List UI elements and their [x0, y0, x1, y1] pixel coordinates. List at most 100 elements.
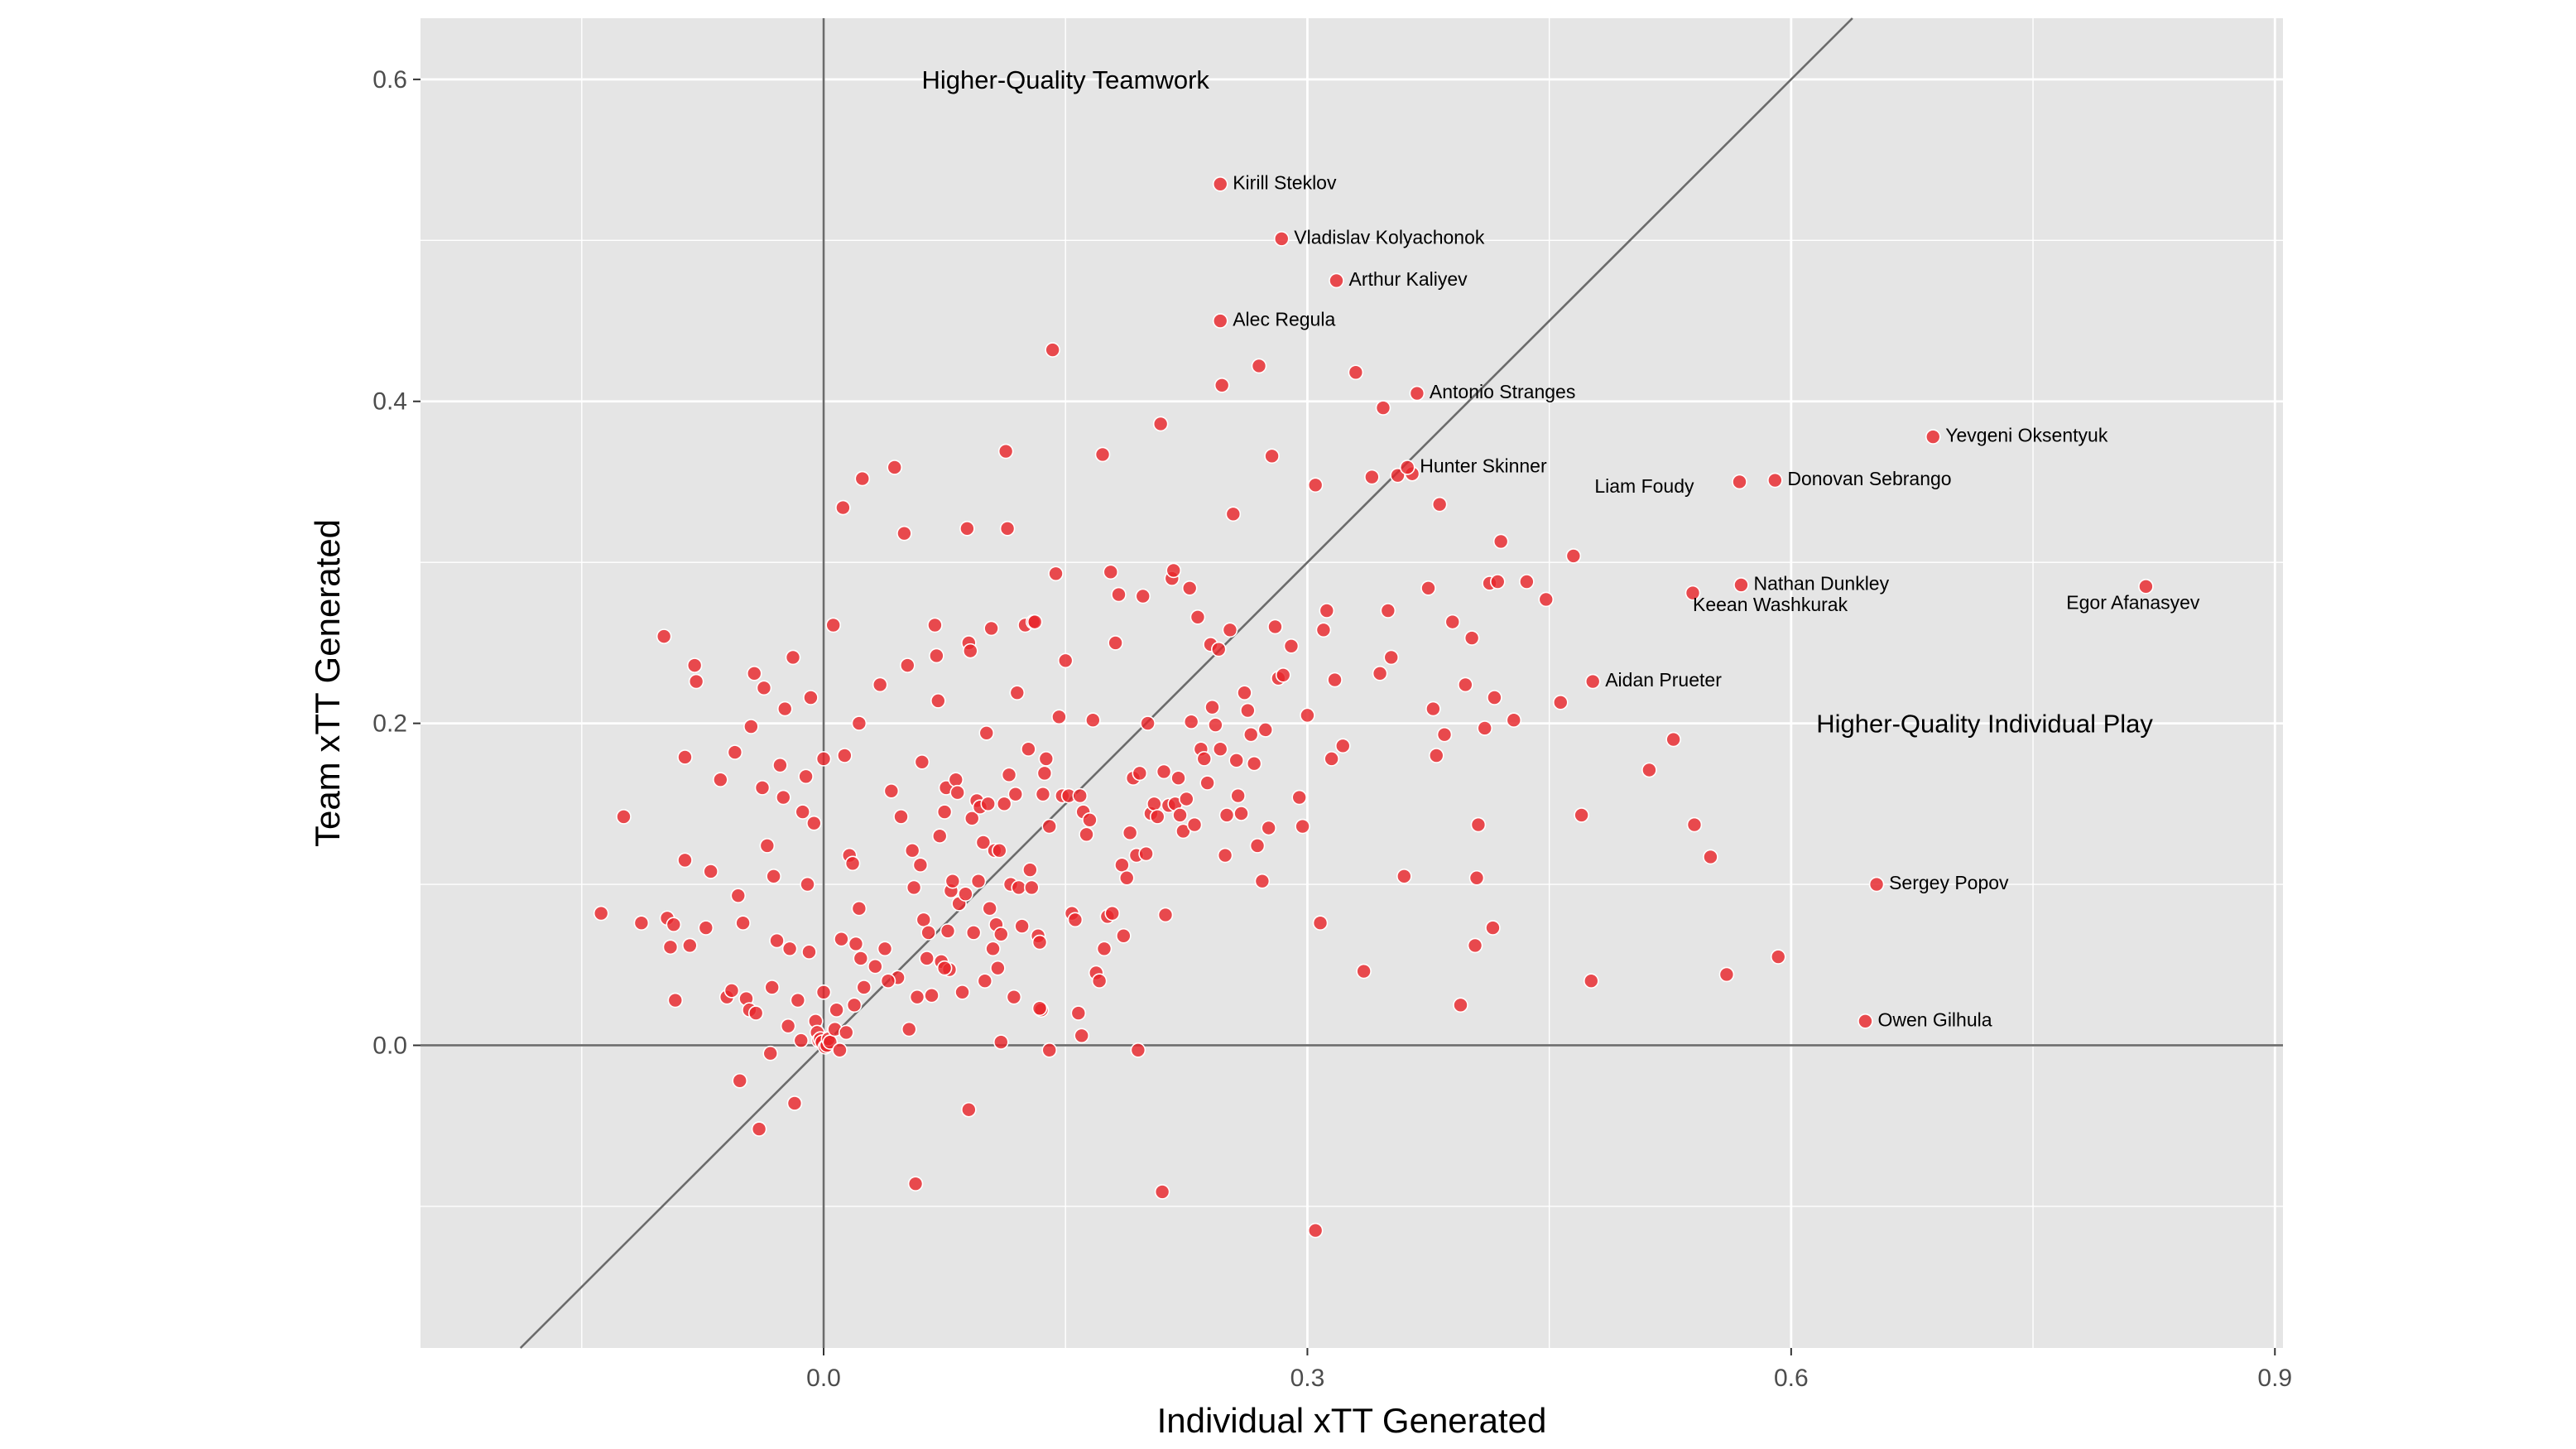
data-point [931, 828, 948, 845]
data-point [982, 900, 997, 917]
data-point [1132, 765, 1148, 782]
data-point [1103, 564, 1119, 580]
data-point [1538, 591, 1555, 608]
data-point [1283, 638, 1300, 654]
data-point [1222, 622, 1238, 638]
data-point [978, 724, 995, 741]
data-point [1114, 857, 1130, 874]
data-point [1183, 714, 1199, 729]
data-point [954, 984, 970, 1000]
data-point [837, 748, 853, 763]
data-point [1001, 767, 1017, 783]
data-point [825, 617, 842, 633]
data-point [751, 1121, 767, 1137]
data-point [723, 983, 740, 999]
data-point-labeled [1273, 231, 1290, 247]
data-point [1380, 603, 1396, 619]
data-point [1007, 786, 1024, 802]
data-point [1264, 448, 1280, 465]
data-point [1082, 811, 1098, 828]
data-point [835, 499, 851, 516]
data-point-labeled [1733, 577, 1749, 593]
point-label: Alec Regula [1233, 309, 1335, 330]
x-tick-label: 0.3 [1290, 1365, 1325, 1392]
data-point [916, 912, 932, 928]
point-label: Nathan Dunkley [1753, 572, 1889, 594]
y-tick-label: 0.4 [372, 388, 407, 416]
data-point [1024, 879, 1040, 896]
data-point [1348, 364, 1364, 381]
data-point [1431, 496, 1448, 513]
data-point-labeled [1409, 385, 1425, 402]
data-point [1703, 849, 1718, 865]
data-point [838, 1024, 854, 1041]
data-point [1048, 566, 1064, 582]
data-point [927, 617, 943, 633]
data-point [1463, 630, 1480, 646]
data-point [1212, 741, 1228, 758]
data-point-labeled [2138, 579, 2154, 595]
data-point [1035, 786, 1051, 802]
data-point [1130, 1042, 1146, 1058]
point-label: Yevgeni Oksentyuk [1945, 425, 2108, 446]
data-point [1372, 666, 1388, 681]
data-point-labeled [1212, 176, 1228, 192]
data-point [780, 1018, 796, 1034]
data-point [1146, 796, 1162, 812]
data-point [1489, 574, 1506, 590]
data-point [920, 925, 936, 941]
data-point [1375, 400, 1391, 416]
data-point [1140, 715, 1156, 731]
data-point [806, 815, 822, 831]
point-label: Arthur Kaliyev [1348, 268, 1468, 290]
data-point [1519, 574, 1535, 590]
point-labels: Kirill Steklov Vladislav Kolyachonok Arthu… [1233, 171, 2200, 1030]
data-point [1364, 469, 1380, 485]
data-point-labeled [1868, 876, 1885, 893]
diagonal-line [519, 17, 1853, 1349]
data-point [1204, 699, 1220, 715]
data-point [1172, 807, 1188, 823]
data-point [732, 1072, 748, 1089]
data-point [747, 1005, 764, 1021]
y-tick-label: 0.6 [372, 66, 407, 94]
data-point [1295, 818, 1310, 835]
data-point [1217, 847, 1233, 864]
data-point [616, 809, 632, 825]
data-point [1565, 548, 1582, 564]
data-point [980, 796, 997, 812]
data-point [633, 915, 650, 932]
data-point [1240, 702, 1256, 719]
data-point [786, 1095, 803, 1111]
data-point-labeled [1858, 1013, 1873, 1029]
data-point [1122, 825, 1138, 841]
x-axis-title: Individual xTT Generated [1157, 1401, 1547, 1440]
data-point [1196, 751, 1213, 767]
data-point [1324, 751, 1339, 767]
data-point [1051, 709, 1067, 725]
data-point [772, 757, 788, 773]
x-tick-label: 0.9 [2257, 1365, 2292, 1392]
x-tick-label: 0.6 [1774, 1365, 1809, 1392]
data-point [1468, 869, 1485, 886]
y-tick-label: 0.0 [372, 1032, 407, 1059]
data-point [1045, 342, 1060, 358]
data-point [1327, 672, 1343, 688]
data-point [815, 751, 832, 767]
data-point [803, 690, 819, 705]
data-point [1218, 807, 1235, 823]
data-point [1210, 641, 1227, 657]
data-point [756, 680, 772, 696]
data-point-labeled [1732, 474, 1747, 490]
data-point [1189, 609, 1206, 625]
data-point-labeled [1329, 272, 1344, 289]
data-point [801, 944, 817, 960]
data-point-labeled [1767, 472, 1783, 489]
data-point [1038, 751, 1055, 767]
data-point [735, 915, 751, 932]
data-point [936, 960, 953, 976]
data-point [992, 842, 1007, 859]
data-point [1307, 477, 1324, 493]
data-point [667, 992, 684, 1009]
data-point [904, 842, 920, 859]
